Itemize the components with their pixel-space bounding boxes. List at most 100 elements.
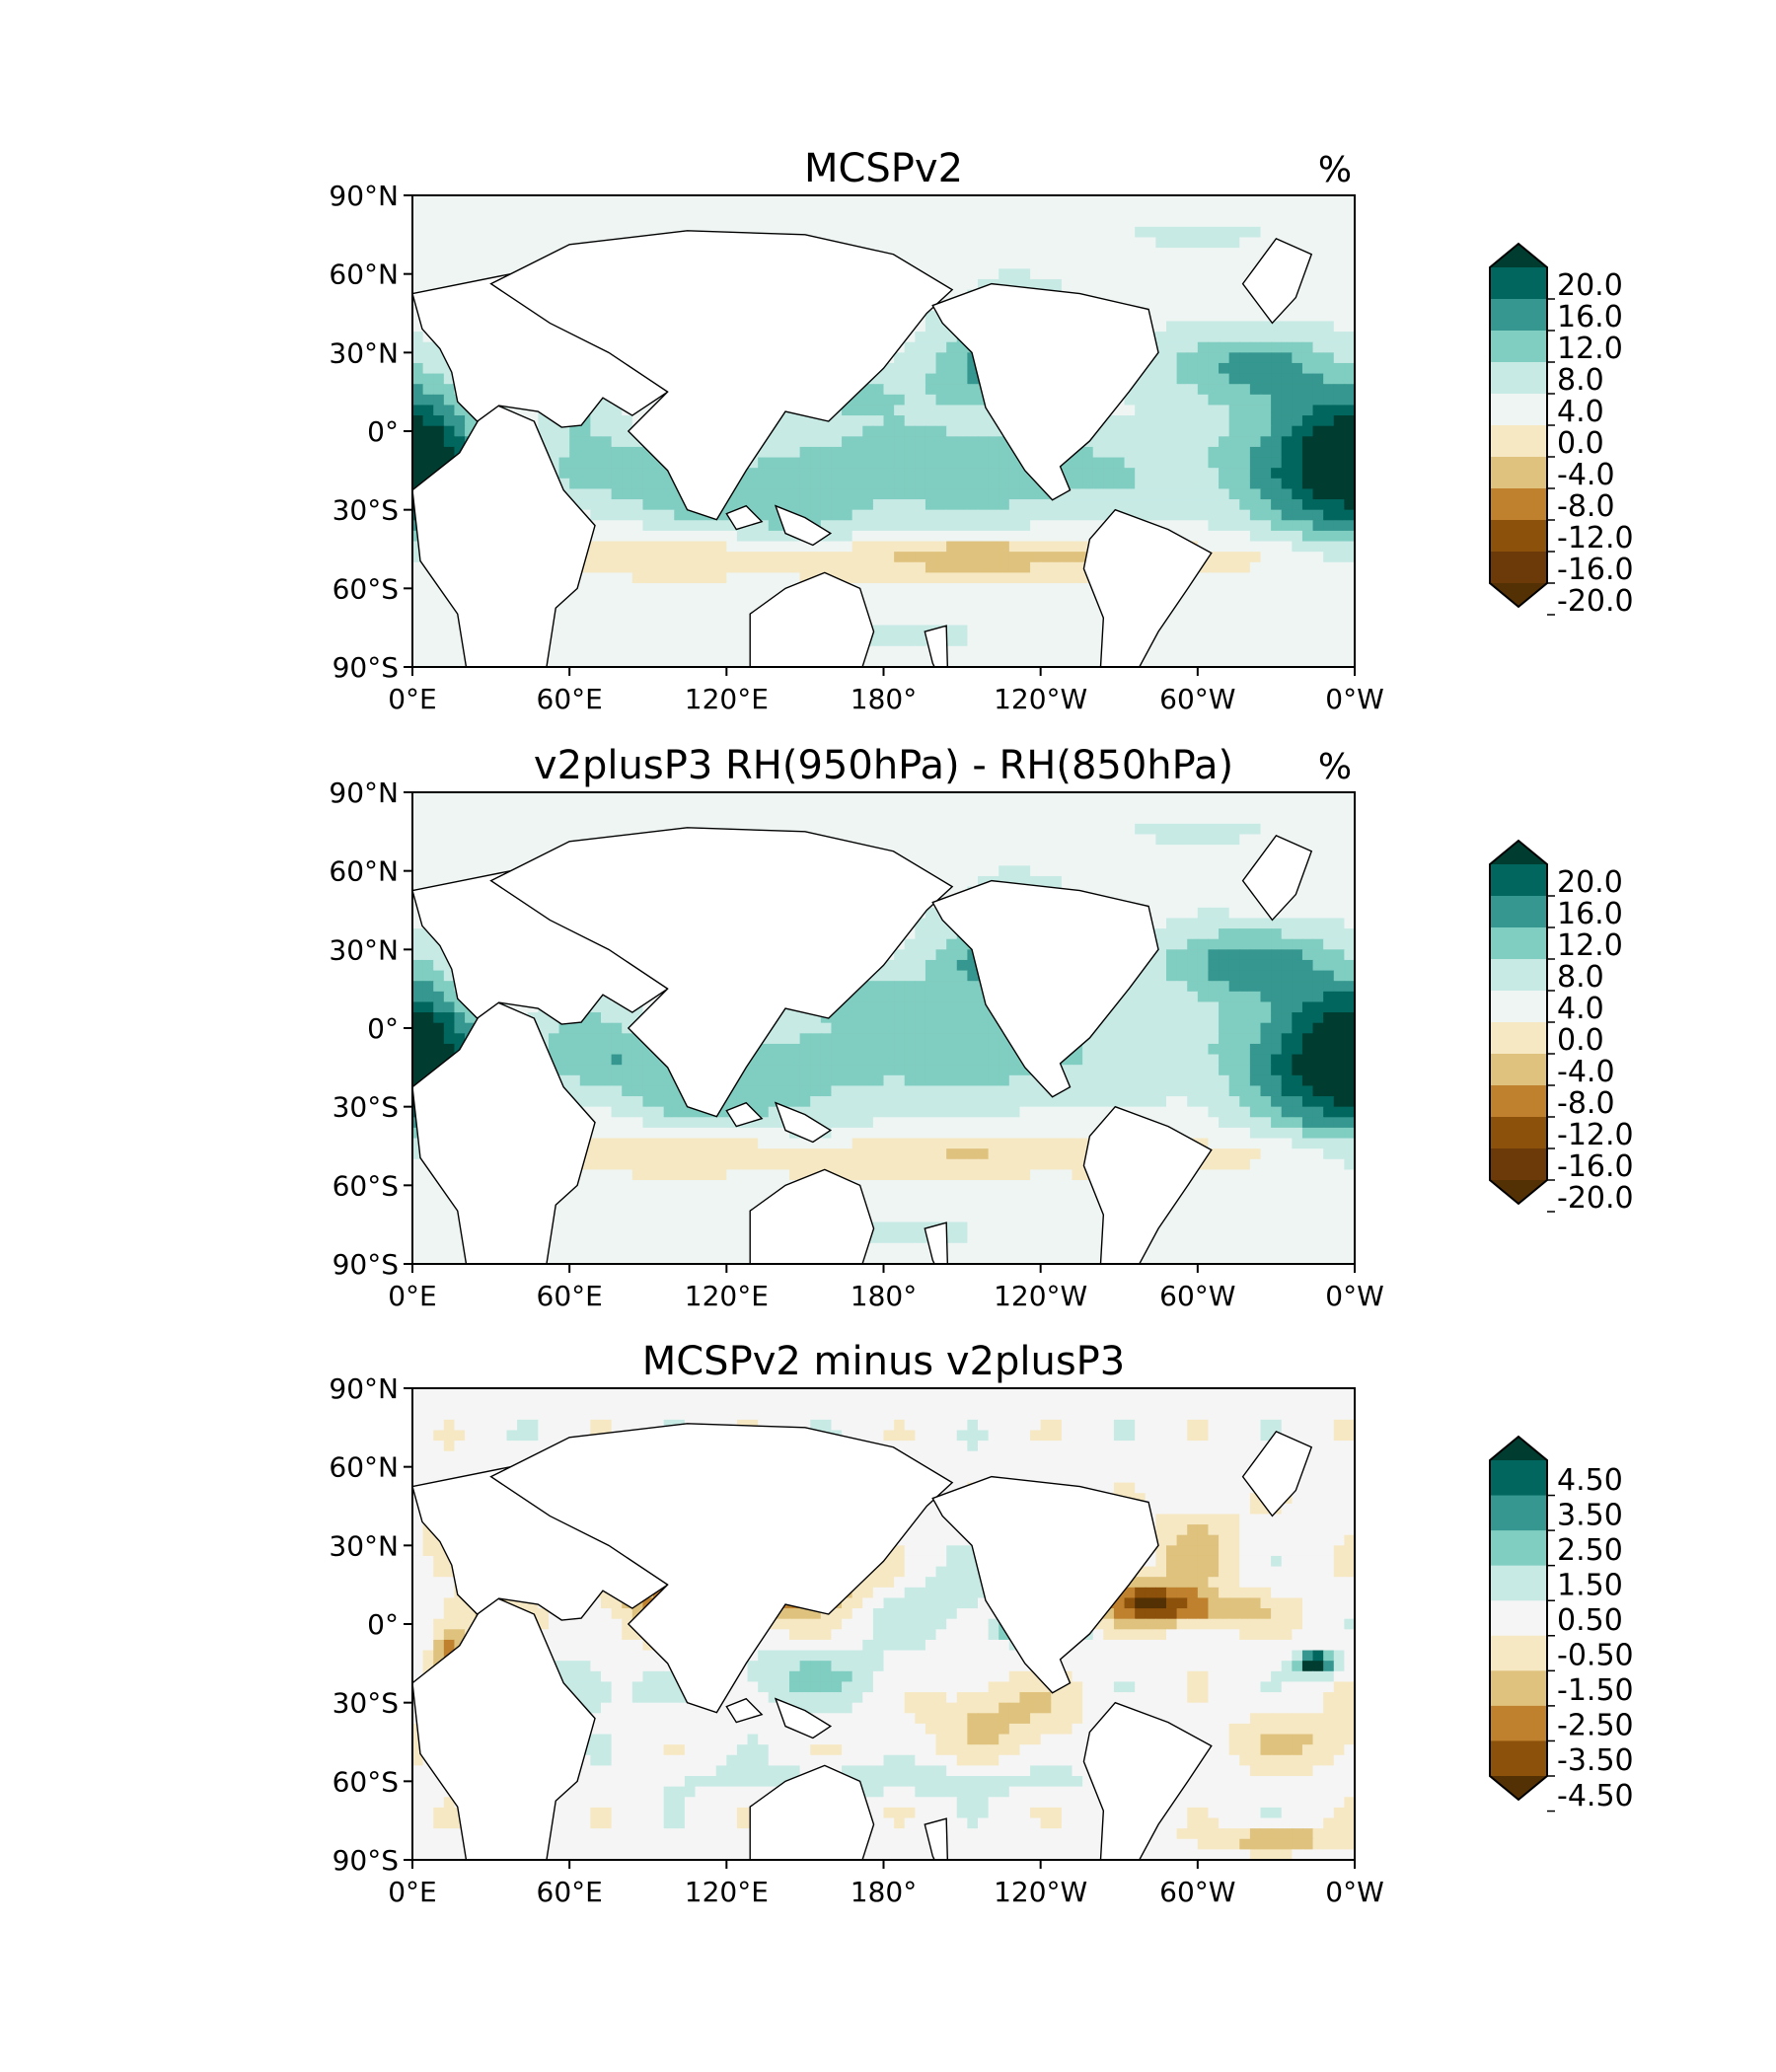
- colorbar-label: -20.0: [1557, 584, 1634, 619]
- colorbar-bin: [1490, 896, 1547, 928]
- x-tick-label: 120°E: [685, 683, 769, 715]
- y-tick-label: 90°N: [329, 180, 399, 212]
- contour-field: [412, 195, 1355, 667]
- colorbar-label: 4.50: [1557, 1463, 1623, 1498]
- colorbar-bin: [1490, 520, 1547, 553]
- colorbar-bin: [1490, 1565, 1547, 1601]
- colorbar-label: 4.0: [1557, 395, 1604, 429]
- panel-v2plusp3: v2plusP3 RH(950hPa) - RH(850hPa) % 0°E 60°E…: [329, 743, 1634, 1312]
- colorbar-bin: [1490, 1635, 1547, 1671]
- x-tick-label: 120°W: [994, 1876, 1087, 1908]
- colorbar-bin: [1490, 1460, 1547, 1497]
- y-tick-label: 60°N: [329, 1451, 399, 1484]
- colorbar-label: -4.0: [1557, 458, 1615, 492]
- colorbar-bin: [1490, 1148, 1547, 1181]
- colorbar-label: 0.50: [1557, 1603, 1623, 1638]
- colorbar-extend-min: [1490, 1180, 1547, 1204]
- colorbar-bin: [1490, 959, 1547, 992]
- colorbar-bin: [1490, 1495, 1547, 1531]
- x-tick-label: 60°E: [537, 1280, 603, 1312]
- panel-difference: MCSPv2 minus v2plusP3 0°E 60°E 120°E 180° 120…: [329, 1339, 1634, 1908]
- y-tick-label: 60°S: [333, 1765, 399, 1798]
- colorbar-label: 2.50: [1557, 1533, 1623, 1568]
- colorbar-label: 20.0: [1557, 865, 1623, 900]
- x-tick-label: 120°E: [685, 1280, 769, 1312]
- colorbar-bin: [1490, 864, 1547, 897]
- colorbar-label: -1.50: [1557, 1673, 1634, 1708]
- x-tick-label: 60°E: [537, 1876, 603, 1908]
- y-tick-label: 30°S: [333, 494, 399, 527]
- panel-title: MCSPv2: [804, 146, 963, 191]
- colorbar-bin: [1490, 267, 1547, 300]
- colorbar-label: 16.0: [1557, 300, 1623, 334]
- x-tick-label: 60°W: [1159, 1876, 1235, 1908]
- colorbar-bin: [1490, 1054, 1547, 1086]
- x-tick-label: 60°E: [537, 683, 603, 715]
- units-label: %: [1318, 150, 1352, 190]
- colorbar-bin: [1490, 1085, 1547, 1118]
- y-tick-label: 30°N: [329, 933, 399, 966]
- y-tick-label: 30°N: [329, 336, 399, 369]
- colorbar-extend-min: [1490, 583, 1547, 607]
- x-tick-label: 0°E: [388, 683, 437, 715]
- x-tick-label: 0°W: [1325, 1280, 1384, 1312]
- x-tick-label: 120°W: [994, 1280, 1087, 1312]
- colorbar-label: -12.0: [1557, 1118, 1634, 1152]
- colorbar-label: -4.50: [1557, 1779, 1634, 1813]
- colorbar-label: -4.0: [1557, 1055, 1615, 1089]
- y-tick-label: 60°N: [329, 855, 399, 888]
- colorbar-label: -2.50: [1557, 1709, 1634, 1743]
- x-tick-label: 180°: [851, 1876, 917, 1908]
- colorbar-label: 12.0: [1557, 928, 1623, 963]
- x-tick-label: 60°W: [1159, 1280, 1235, 1312]
- x-tick-label: 120°E: [685, 1876, 769, 1908]
- colorbar-bin: [1490, 1740, 1547, 1777]
- colorbar-bin: [1490, 552, 1547, 584]
- colorbar-label: -12.0: [1557, 521, 1634, 555]
- colorbar-extend-max: [1490, 244, 1547, 267]
- colorbar-extend-min: [1490, 1776, 1547, 1800]
- colorbar-bin: [1490, 362, 1547, 395]
- colorbar-label: 4.0: [1557, 992, 1604, 1026]
- x-tick-label: 120°W: [994, 683, 1087, 715]
- y-tick-label: 0°: [367, 1608, 399, 1641]
- y-tick-label: 90°S: [333, 1248, 399, 1281]
- colorbar-label: 8.0: [1557, 363, 1604, 398]
- colorbar-bin: [1490, 1022, 1547, 1055]
- contour-field: [412, 792, 1355, 1264]
- colorbar-label: -20.0: [1557, 1181, 1634, 1216]
- colorbar-label: 16.0: [1557, 897, 1623, 931]
- y-tick-label: 30°N: [329, 1529, 399, 1562]
- x-tick-label: 180°: [851, 1280, 917, 1312]
- y-tick-label: 90°S: [333, 1844, 399, 1877]
- x-tick-label: 0°W: [1325, 1876, 1384, 1908]
- colorbar-bin: [1490, 927, 1547, 960]
- colorbar-bin: [1490, 299, 1547, 332]
- colorbar-extend-max: [1490, 841, 1547, 864]
- panel-mcspv2: MCSPv2 % 0°E 60°E 120°E 180° 120°W 60°W 0°W 90°N 6…: [329, 146, 1634, 715]
- y-tick-label: 90°N: [329, 777, 399, 809]
- x-tick-label: 0°W: [1325, 683, 1384, 715]
- colorbar-bin: [1490, 1705, 1547, 1741]
- colorbar-label: -3.50: [1557, 1743, 1634, 1778]
- colorbar: 4.503.502.501.500.50-0.50-1.50-2.50-3.50…: [1489, 1435, 1634, 1813]
- y-tick-label: 90°N: [329, 1372, 399, 1405]
- colorbar-label: 1.50: [1557, 1568, 1623, 1602]
- y-tick-label: 90°S: [333, 651, 399, 684]
- colorbar-label: 20.0: [1557, 268, 1623, 303]
- colorbar-extend-max: [1490, 1437, 1547, 1460]
- x-tick-label: 0°E: [388, 1876, 437, 1908]
- colorbar-bin: [1490, 488, 1547, 521]
- panel-title: MCSPv2 minus v2plusP3: [642, 1339, 1126, 1384]
- colorbar-bin: [1490, 394, 1547, 426]
- colorbar-bin: [1490, 991, 1547, 1023]
- colorbar-label: -8.0: [1557, 1086, 1615, 1121]
- colorbar-label: -16.0: [1557, 553, 1634, 587]
- y-tick-label: 60°N: [329, 259, 399, 291]
- colorbar-label: 12.0: [1557, 332, 1623, 366]
- colorbar-bin: [1490, 425, 1547, 458]
- colorbar-bin: [1490, 1670, 1547, 1707]
- y-tick-label: 60°S: [333, 1169, 399, 1202]
- colorbar-bin: [1490, 1530, 1547, 1567]
- x-tick-label: 60°W: [1159, 683, 1235, 715]
